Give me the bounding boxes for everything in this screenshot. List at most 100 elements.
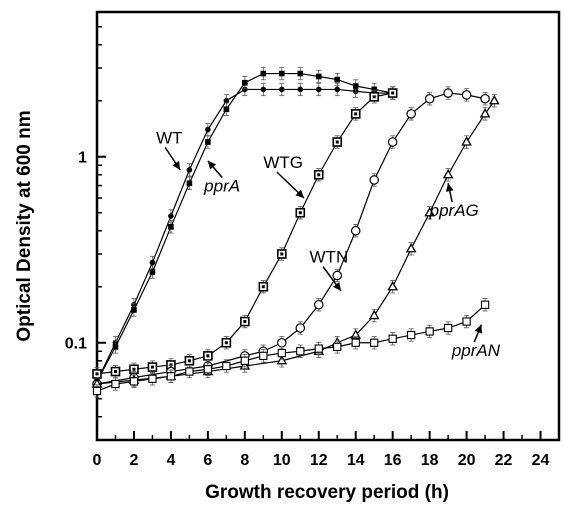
x-tick-label: 2 xyxy=(130,452,139,469)
data-point xyxy=(489,94,500,105)
data-point xyxy=(242,86,248,93)
y-tick-label: 1 xyxy=(78,150,87,167)
data-point xyxy=(205,126,211,133)
data-point-center xyxy=(169,363,173,367)
data-point xyxy=(242,79,248,86)
series-4 xyxy=(92,86,490,391)
series-line xyxy=(96,304,486,392)
data-point xyxy=(443,323,453,333)
data-point xyxy=(352,83,359,89)
x-tick-label: 8 xyxy=(240,452,249,469)
y-axis-title: Optical Density at 600 nm xyxy=(14,110,35,341)
series-2 xyxy=(94,66,396,388)
series-3 xyxy=(92,86,398,381)
data-point xyxy=(186,167,193,173)
data-point xyxy=(332,270,343,281)
chart-marks xyxy=(91,66,500,398)
data-point xyxy=(370,338,379,347)
data-point xyxy=(371,86,377,93)
data-point xyxy=(295,323,306,333)
data-point-center xyxy=(280,252,284,256)
series-line xyxy=(96,92,393,375)
data-point xyxy=(166,372,176,381)
arrow-head xyxy=(207,160,217,170)
data-point xyxy=(279,70,285,77)
data-point xyxy=(405,242,417,253)
series-line xyxy=(96,72,393,382)
annotation-label: pprAN xyxy=(451,341,501,360)
data-point-center xyxy=(113,370,117,374)
data-point xyxy=(205,139,211,145)
data-point xyxy=(279,86,285,93)
x-tick-label: 18 xyxy=(421,452,439,469)
data-point xyxy=(333,342,342,352)
x-tick-label: 20 xyxy=(458,452,476,469)
data-point xyxy=(480,93,490,104)
data-point xyxy=(313,299,324,310)
data-point xyxy=(314,344,323,353)
data-point xyxy=(387,137,398,147)
data-point xyxy=(334,76,341,83)
data-point-center xyxy=(206,354,210,358)
data-point xyxy=(186,180,193,187)
chart-annotations: WT pprA WTG WTN pprAG pprAN xyxy=(156,128,501,360)
x-tick-label: 12 xyxy=(310,452,328,469)
annotation-label: pprA xyxy=(203,177,240,196)
data-point-center xyxy=(335,140,339,144)
data-point xyxy=(276,337,287,348)
data-point xyxy=(407,330,416,340)
data-point xyxy=(168,224,174,230)
data-point xyxy=(424,206,435,217)
data-point xyxy=(203,365,213,374)
arrow-head xyxy=(332,282,341,291)
x-tick-label: 16 xyxy=(384,452,402,469)
data-point xyxy=(350,225,361,236)
data-point xyxy=(129,377,139,386)
data-point-center xyxy=(298,211,302,215)
x-tick-label: 22 xyxy=(495,452,513,469)
data-point xyxy=(149,259,156,266)
data-point-center xyxy=(243,320,247,324)
x-tick-label: 6 xyxy=(203,452,212,469)
data-point-center xyxy=(224,341,228,345)
annotation-label: WT xyxy=(156,128,182,147)
chart-axes: 0 2 4 6 8 10 12 14 16 18 20 22 240.11 xyxy=(65,10,561,469)
data-point xyxy=(461,136,472,146)
x-tick-label: 4 xyxy=(166,452,175,469)
arrow-head xyxy=(172,160,181,170)
data-point xyxy=(149,269,156,275)
data-point-center xyxy=(391,91,395,95)
data-point xyxy=(240,356,249,365)
data-point-center xyxy=(372,95,376,99)
data-point xyxy=(315,86,322,93)
series-5 xyxy=(91,94,500,391)
arrow-head xyxy=(474,324,483,334)
data-point xyxy=(297,86,304,93)
data-point xyxy=(276,354,288,365)
x-axis-title: Growth recovery period (h) xyxy=(205,482,449,503)
data-point xyxy=(259,351,268,361)
annotation-label: WTG xyxy=(263,153,303,172)
data-point-center xyxy=(95,372,99,376)
data-point xyxy=(260,70,267,77)
data-point-center xyxy=(261,285,265,289)
data-point xyxy=(168,213,174,219)
data-point xyxy=(368,309,380,320)
data-point xyxy=(461,90,472,100)
series-6 xyxy=(92,298,490,398)
data-point-center xyxy=(354,112,358,116)
data-point xyxy=(442,168,454,179)
data-point xyxy=(112,344,119,350)
data-point xyxy=(406,109,416,119)
data-point xyxy=(462,317,471,326)
data-point xyxy=(296,347,305,356)
x-tick-label: 0 xyxy=(93,452,102,469)
series-1 xyxy=(94,82,396,388)
data-point xyxy=(480,300,490,309)
x-tick-label: 24 xyxy=(532,452,550,469)
data-point xyxy=(222,361,231,371)
data-point-center xyxy=(187,359,191,363)
x-tick-label: 14 xyxy=(347,452,365,469)
annotation-label: pprAG xyxy=(429,201,479,220)
